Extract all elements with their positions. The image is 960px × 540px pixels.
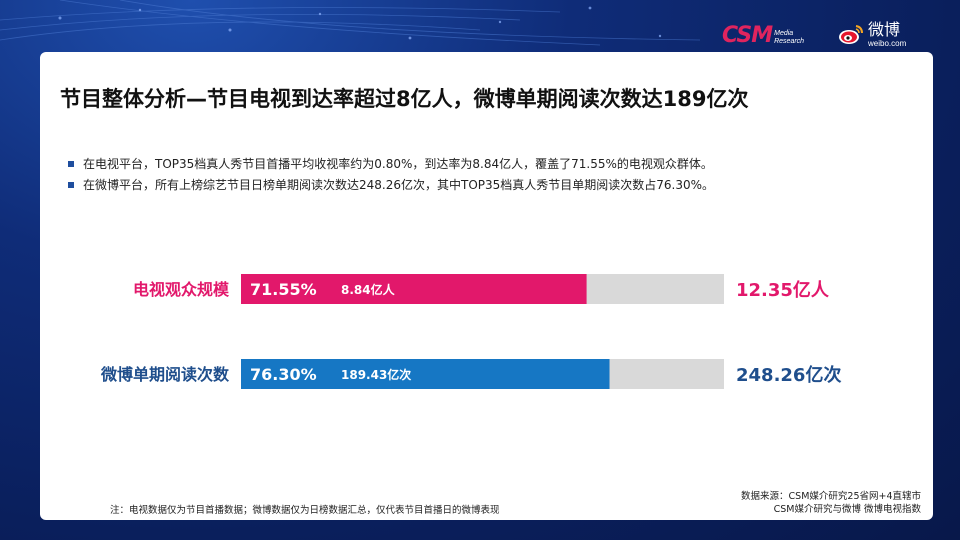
csm-logo-subtext: Media Research <box>774 30 804 46</box>
bullet-text: 在电视平台，TOP35档真人秀节目首播平均收视率约为0.80%，到达率为8.84… <box>83 157 713 171</box>
bullet-square-icon <box>68 181 74 188</box>
bullet-list: 在电视平台，TOP35档真人秀节目首播平均收视率约为0.80%，到达率为8.84… <box>68 153 908 195</box>
bullet-item: 在电视平台，TOP35档真人秀节目首播平均收视率约为0.80%，到达率为8.84… <box>68 153 908 174</box>
total-label: 248.26亿次 <box>736 364 841 386</box>
bar <box>241 359 610 389</box>
csm-logo-text: CSM <box>722 23 773 48</box>
bar-amount-label: 8.84亿人 <box>341 282 396 297</box>
bullet-text: 在微博平台，所有上榜综艺节目日榜单期阅读次数达248.26亿次，其中TOP35档… <box>83 178 715 192</box>
csm-logo-sub-line: Media <box>774 30 794 37</box>
total-label: 12.35亿人 <box>736 279 830 301</box>
data-source-line: 数据来源：CSM媒介研究25省网+4直辖市 <box>741 491 921 502</box>
category-label: 电视观众规模 <box>133 280 230 299</box>
weibo-logo-url: weibo.com <box>868 38 907 48</box>
bar-amount-label: 189.43亿次 <box>341 367 411 382</box>
weibo-logo: 微博 weibo.com <box>838 20 906 48</box>
data-source: 数据来源：CSM媒介研究25省网+4直辖市 CSM媒介研究与微博 微博电视指数 <box>741 490 921 516</box>
csm-logo-sub-line: Research <box>774 38 805 45</box>
bullet-item: 在微博平台，所有上榜综艺节目日榜单期阅读次数达248.26亿次，其中TOP35档… <box>68 174 908 195</box>
footnote: 注：电视数据仅为节目首播数据；微博数据仅为日榜数据汇总，仅代表节目首播日的微博表… <box>110 505 500 516</box>
bar-percent-label: 76.30% <box>250 365 317 384</box>
csm-logo: CSM Media Research <box>722 20 804 48</box>
weibo-eye-icon <box>839 25 863 44</box>
weibo-logo-text: 微博 <box>868 19 901 39</box>
slide-card: 节目整体分析—节目电视到达率超过8亿人，微博单期阅读次数达189亿次 在电视平台… <box>40 52 933 520</box>
category-label: 微博单期阅读次数 <box>100 365 230 384</box>
data-source-line: CSM媒介研究与微博 微博电视指数 <box>773 504 921 515</box>
bar-percent-label: 71.55% <box>250 280 317 299</box>
bullet-square-icon <box>68 160 74 167</box>
slide-title: 节目整体分析—节目电视到达率超过8亿人，微博单期阅读次数达189亿次 <box>60 87 749 111</box>
bar <box>241 274 587 304</box>
